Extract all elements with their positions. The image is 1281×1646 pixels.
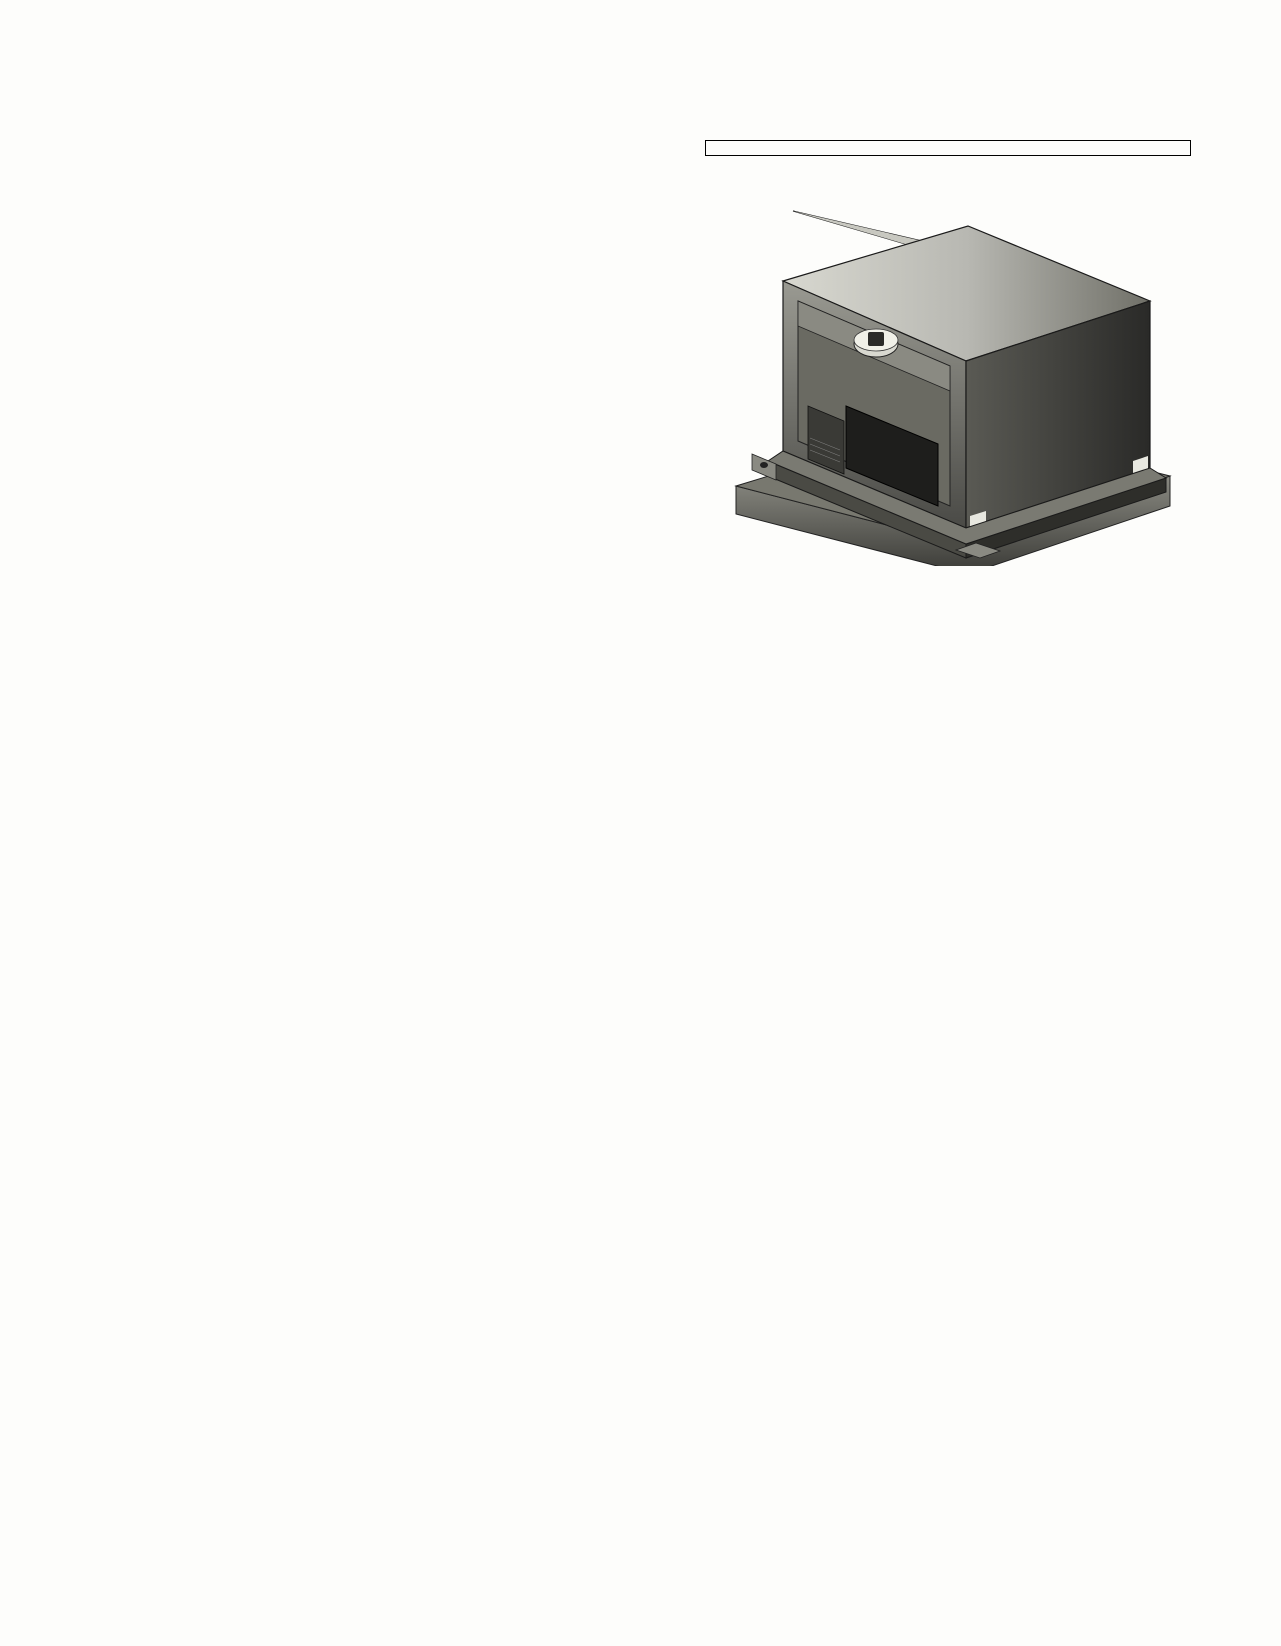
right-column — [705, 130, 1192, 602]
voltage-regulator-illustration — [718, 206, 1178, 566]
leading-particulars-table — [705, 140, 1192, 156]
content-columns — [180, 130, 1191, 602]
left-column — [180, 130, 667, 602]
figure-caption — [705, 580, 1192, 602]
figure-1-1 — [705, 206, 1192, 602]
page — [0, 0, 1281, 1646]
